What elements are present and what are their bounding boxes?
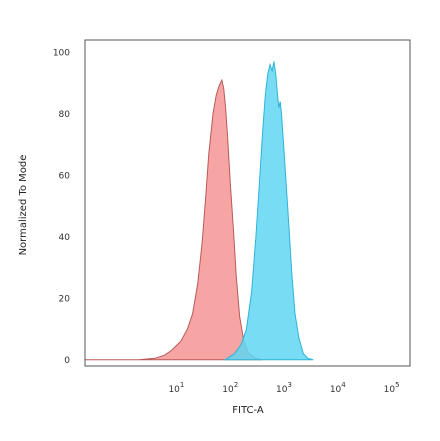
x-axis-title: FITC-A [232, 405, 264, 416]
y-tick-label: 40 [59, 233, 71, 243]
y-tick-label: 20 [59, 294, 71, 304]
y-tick-labels: 0 20 40 60 80 100 [53, 48, 71, 366]
histogram-series-1 [85, 78, 263, 361]
plot-frame [84, 39, 411, 367]
y-tick-label: 80 [59, 110, 71, 120]
x-tick-label: 102 [222, 381, 238, 395]
x-tick-label: 104 [330, 381, 346, 395]
x-tick-label: 105 [384, 381, 400, 395]
x-tick-label: 101 [168, 381, 184, 395]
y-tick-label: 0 [64, 356, 70, 366]
series-layer [85, 61, 314, 361]
x-tick-labels: 101 102 103 104 105 [168, 381, 399, 395]
histogram-series-2 [223, 61, 314, 361]
y-axis-title: Normalized To Mode [18, 155, 29, 256]
x-tick-label: 103 [276, 381, 292, 395]
y-tick-label: 100 [53, 48, 70, 58]
y-tick-label: 60 [59, 171, 71, 181]
